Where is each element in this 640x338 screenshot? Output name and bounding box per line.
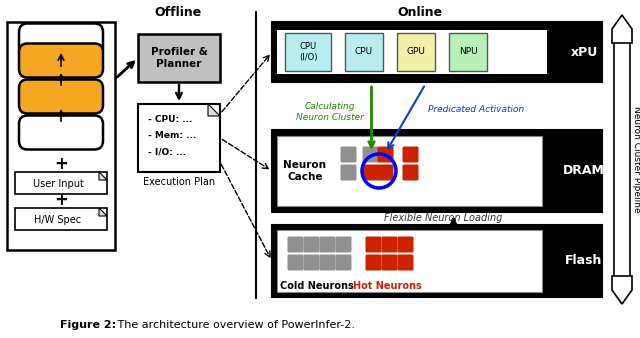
FancyBboxPatch shape bbox=[303, 255, 319, 270]
Bar bbox=[272, 130, 602, 212]
Bar bbox=[449, 33, 487, 71]
Bar bbox=[138, 104, 220, 172]
Bar bbox=[15, 208, 107, 230]
Text: +: + bbox=[54, 155, 68, 173]
Text: Execution Plan: Execution Plan bbox=[143, 177, 215, 187]
Bar bbox=[272, 225, 602, 297]
FancyBboxPatch shape bbox=[381, 237, 397, 252]
Text: Offline: Offline bbox=[154, 6, 202, 20]
Polygon shape bbox=[208, 104, 220, 116]
FancyBboxPatch shape bbox=[403, 165, 419, 180]
FancyBboxPatch shape bbox=[319, 255, 335, 270]
Text: Neuron
Cache: Neuron Cache bbox=[284, 160, 326, 182]
FancyBboxPatch shape bbox=[403, 146, 419, 163]
Bar bbox=[15, 172, 107, 194]
FancyBboxPatch shape bbox=[319, 237, 335, 252]
FancyBboxPatch shape bbox=[19, 79, 103, 114]
Bar bbox=[277, 230, 542, 292]
FancyBboxPatch shape bbox=[378, 165, 394, 180]
Text: - CPU: ...: - CPU: ... bbox=[148, 116, 193, 124]
Text: DRAM: DRAM bbox=[563, 165, 605, 177]
Text: +: + bbox=[54, 191, 68, 209]
Text: Online: Online bbox=[397, 6, 443, 20]
FancyBboxPatch shape bbox=[365, 237, 381, 252]
FancyBboxPatch shape bbox=[19, 24, 103, 57]
Text: - I/O: ...: - I/O: ... bbox=[148, 147, 186, 156]
Bar bbox=[345, 33, 383, 71]
Text: xPU: xPU bbox=[570, 46, 598, 58]
Bar bbox=[7, 22, 115, 250]
FancyArrow shape bbox=[612, 276, 632, 304]
Text: CPU: CPU bbox=[355, 48, 373, 56]
FancyBboxPatch shape bbox=[365, 255, 381, 270]
FancyBboxPatch shape bbox=[378, 146, 394, 163]
FancyBboxPatch shape bbox=[362, 165, 378, 180]
FancyBboxPatch shape bbox=[19, 116, 103, 149]
FancyBboxPatch shape bbox=[397, 255, 413, 270]
FancyBboxPatch shape bbox=[381, 255, 397, 270]
Text: H/W Spec: H/W Spec bbox=[35, 215, 81, 225]
Bar bbox=[277, 30, 547, 74]
Bar bbox=[614, 41, 630, 278]
Bar bbox=[397, 33, 435, 71]
FancyBboxPatch shape bbox=[303, 237, 319, 252]
Text: CPU
(I/O): CPU (I/O) bbox=[299, 42, 317, 62]
Bar bbox=[285, 33, 331, 71]
Text: Neuron Cluster Pipeline: Neuron Cluster Pipeline bbox=[632, 106, 640, 213]
Bar bbox=[277, 136, 542, 206]
Bar bbox=[272, 22, 602, 82]
FancyBboxPatch shape bbox=[335, 237, 351, 252]
Text: The architecture overview of PowerInfer-2.: The architecture overview of PowerInfer-… bbox=[114, 319, 355, 330]
Text: Hot Neurons: Hot Neurons bbox=[353, 281, 421, 291]
FancyArrow shape bbox=[612, 15, 632, 43]
Text: Flash: Flash bbox=[565, 255, 603, 267]
Text: User Input: User Input bbox=[33, 179, 83, 189]
FancyBboxPatch shape bbox=[340, 146, 356, 163]
Text: GPU: GPU bbox=[406, 48, 426, 56]
Text: Calculating
Neuron Cluster: Calculating Neuron Cluster bbox=[296, 102, 364, 122]
Text: ...: ... bbox=[55, 70, 67, 82]
Polygon shape bbox=[99, 208, 107, 216]
Text: Cold Neurons: Cold Neurons bbox=[280, 281, 354, 291]
Text: Figure 2:: Figure 2: bbox=[60, 319, 116, 330]
Bar bbox=[138, 34, 220, 82]
FancyBboxPatch shape bbox=[19, 44, 103, 77]
FancyBboxPatch shape bbox=[362, 146, 378, 163]
FancyBboxPatch shape bbox=[340, 165, 356, 180]
Polygon shape bbox=[99, 172, 107, 180]
FancyBboxPatch shape bbox=[335, 255, 351, 270]
Text: - Mem: ...: - Mem: ... bbox=[148, 131, 196, 141]
FancyBboxPatch shape bbox=[397, 237, 413, 252]
Text: NPU: NPU bbox=[459, 48, 477, 56]
FancyBboxPatch shape bbox=[287, 237, 303, 252]
FancyBboxPatch shape bbox=[287, 255, 303, 270]
Text: Profiler &
Planner: Profiler & Planner bbox=[150, 47, 207, 69]
Text: Predicated Activation: Predicated Activation bbox=[428, 105, 524, 115]
Text: Flexible Neuron Loading: Flexible Neuron Loading bbox=[384, 213, 502, 223]
